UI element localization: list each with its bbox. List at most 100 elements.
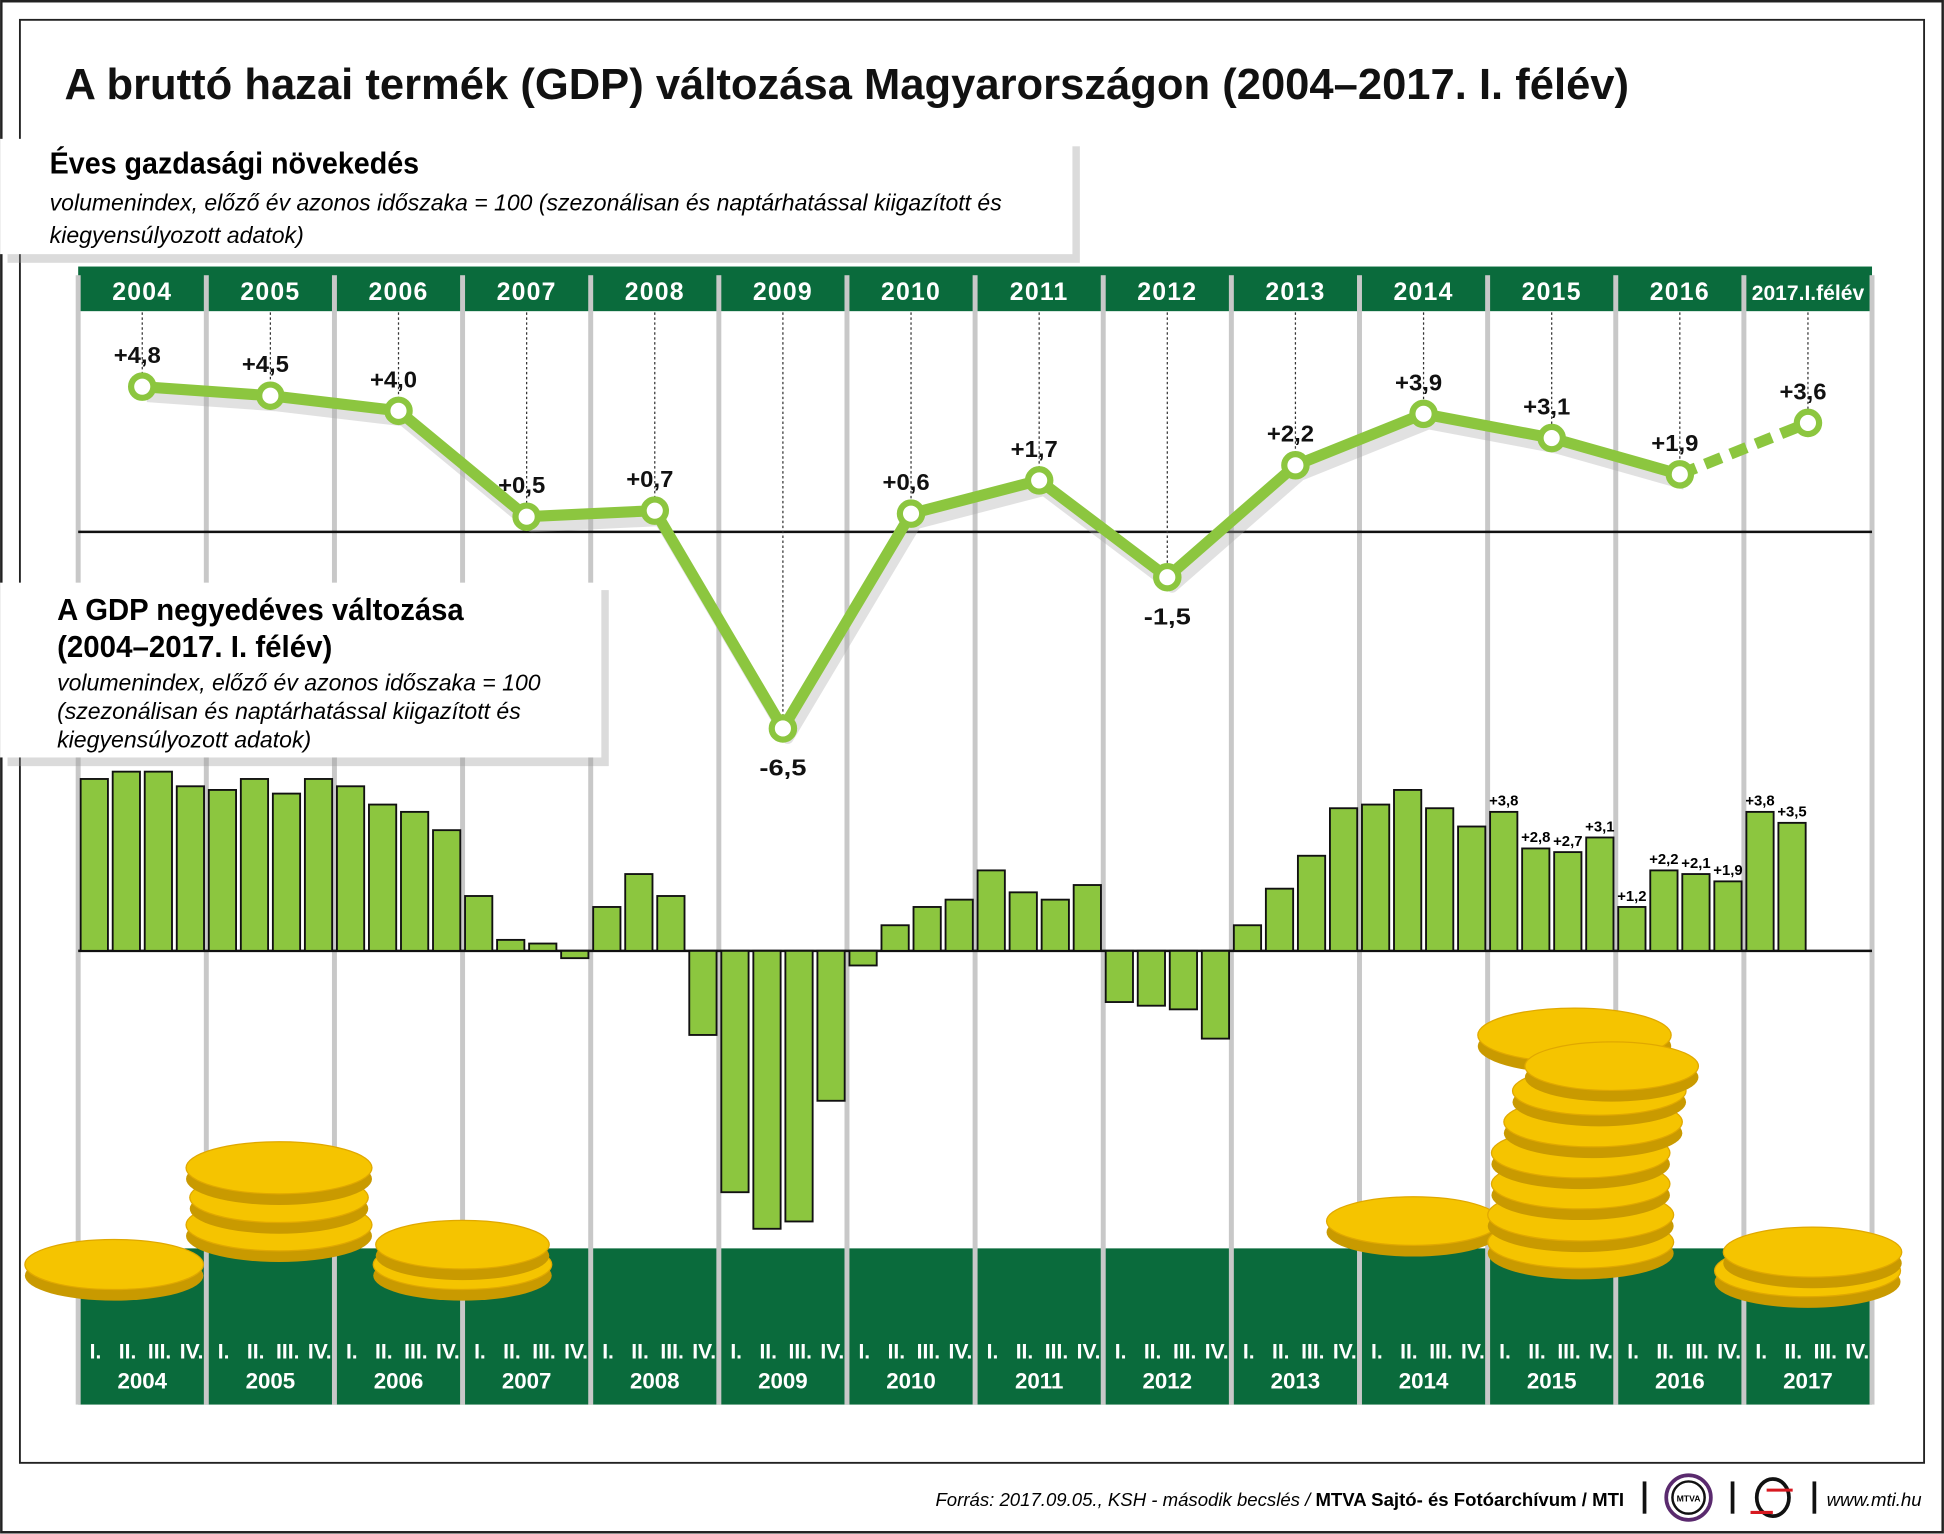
data-label: +0,7	[626, 466, 673, 492]
data-label: +4,5	[242, 351, 289, 377]
year-label: 2012	[1142, 1368, 1192, 1393]
quarter-bar	[1585, 836, 1615, 952]
coin	[375, 1219, 550, 1270]
year-header-label: 2007	[497, 279, 557, 306]
quarter-bar	[1457, 825, 1487, 952]
data-point	[640, 496, 670, 525]
column-separator	[1357, 275, 1362, 1405]
data-label: +4,8	[114, 342, 161, 368]
quarter-label: III.	[1301, 1341, 1324, 1364]
coin	[1325, 1196, 1501, 1247]
quarter-bar	[1489, 810, 1519, 952]
coin	[1524, 1041, 1700, 1092]
quarter-label: IV.	[1589, 1341, 1613, 1364]
year-label: 2006	[374, 1368, 424, 1393]
divider	[1642, 1481, 1647, 1514]
quarter-label: II.	[1656, 1341, 1674, 1364]
quarter-bar	[207, 789, 237, 952]
year-header-label: 2009	[753, 279, 813, 306]
quarter-heading-2: (2004–2017. I. félév)	[57, 629, 332, 664]
mtva-logo-text: MTVA	[1677, 1493, 1702, 1503]
quarter-bar	[1104, 949, 1134, 1003]
quarter-label: IV.	[692, 1341, 716, 1364]
quarter-label: II.	[503, 1341, 521, 1364]
bar-data-label: +3,8	[1745, 794, 1774, 810]
coin	[1722, 1226, 1903, 1278]
data-label: +1,9	[1651, 430, 1698, 456]
divider	[1812, 1481, 1817, 1514]
quarter-bar	[335, 785, 366, 952]
quarter-bar	[592, 906, 622, 952]
quarterly-bars: +3,8+2,8 +2,7+3,1+1,2+2,2 +2,1 +1,9+3,8+3,5	[78, 770, 1873, 1230]
column-separator	[331, 275, 337, 1405]
quarter-bar	[560, 949, 590, 960]
data-point	[1024, 466, 1054, 495]
data-point	[896, 499, 926, 528]
mtva-logo	[1664, 1473, 1713, 1522]
quarter-label: IV.	[180, 1341, 204, 1364]
year-label: 2008	[630, 1368, 680, 1393]
year-label: 2011	[1015, 1368, 1063, 1393]
annual-subtitle-1: volumenindex, előző év azonos időszaka =…	[50, 190, 1002, 216]
column-separator	[1485, 275, 1491, 1405]
year-label: 2016	[1655, 1368, 1705, 1393]
quarter-bar	[1329, 807, 1359, 952]
quarter-label: I.	[858, 1341, 870, 1364]
quarter-bar	[688, 949, 718, 1036]
quarter-label: III.	[1685, 1341, 1708, 1364]
data-point	[384, 396, 413, 426]
data-label: +3,6	[1779, 378, 1826, 404]
column-separator	[1228, 275, 1234, 1405]
year-header-label: 2014	[1394, 279, 1454, 306]
quarter-bar	[1425, 807, 1455, 952]
quarter-label: II.	[631, 1341, 649, 1364]
quarter-label: IV.	[436, 1341, 460, 1364]
footer: Forrás: 2017.09.05., KSH - második becsl…	[935, 1473, 1922, 1522]
svg-text:Forrás: 2017.09.05., KSH - más: Forrás: 2017.09.05., KSH - második becsl…	[935, 1489, 1624, 1510]
column-separator	[972, 275, 978, 1405]
year-label: 2013	[1271, 1368, 1321, 1393]
quarter-label: IV.	[1077, 1341, 1101, 1364]
quarter-bar	[1008, 891, 1038, 952]
bottom-axis: I. II. III. IV. 2004 I. II. III. IV. 2005 I. II. III…	[90, 1341, 1870, 1394]
year-header-label: 2015	[1522, 279, 1582, 306]
quarter-label: IV.	[1333, 1341, 1357, 1364]
quarter-bar	[1200, 949, 1231, 1040]
data-label: -1,5	[1144, 603, 1191, 629]
bar-data-label: +1,9	[1713, 863, 1742, 879]
column-separator	[1741, 275, 1747, 1405]
quarter-label: III.	[1814, 1341, 1837, 1364]
year-label: 2007	[502, 1368, 552, 1393]
quarter-bar	[528, 942, 558, 952]
bar-data-label: +1,2	[1617, 889, 1646, 905]
quarter-label: II.	[1400, 1341, 1418, 1364]
data-point	[1409, 399, 1438, 429]
quarter-label: I.	[474, 1341, 486, 1364]
data-point	[1665, 460, 1695, 489]
bar-data-label: +2,2	[1649, 852, 1678, 868]
quarter-bar	[175, 785, 205, 952]
quarter-bar	[1264, 887, 1295, 952]
quarter-label: II.	[1016, 1341, 1034, 1364]
quarter-label: I.	[218, 1341, 230, 1364]
quarter-bar	[1136, 949, 1166, 1007]
year-label: 2010	[886, 1368, 936, 1393]
quarter-label: I.	[1243, 1341, 1255, 1364]
quarter-heading-1: A GDP negyedéves változása	[57, 592, 464, 627]
quarter-bar	[720, 949, 750, 1194]
data-point	[768, 714, 798, 743]
quarter-bar	[1168, 949, 1198, 1011]
quarter-bar	[976, 869, 1006, 952]
annual-growth-line-dashed	[1677, 417, 1811, 480]
quarter-label: IV.	[1205, 1341, 1229, 1364]
year-header-label: 2008	[625, 279, 685, 306]
annual-line: +4,8 +4,5 +4,0 +0,5 +0,7 -6,5 +0,6 +1,7 -1,5 +2,2…	[78, 312, 1873, 781]
quarter-subtitle-2: (szezonálisan és naptárhatással kiigazít…	[57, 698, 521, 724]
coin-decorations	[24, 1007, 1903, 1308]
year-header-label: 2013	[1265, 279, 1325, 306]
year-label: 2009	[758, 1368, 808, 1393]
quarter-label: III.	[404, 1341, 427, 1364]
quarter-label: IV.	[1717, 1341, 1741, 1364]
quarter-label: III.	[148, 1341, 171, 1364]
